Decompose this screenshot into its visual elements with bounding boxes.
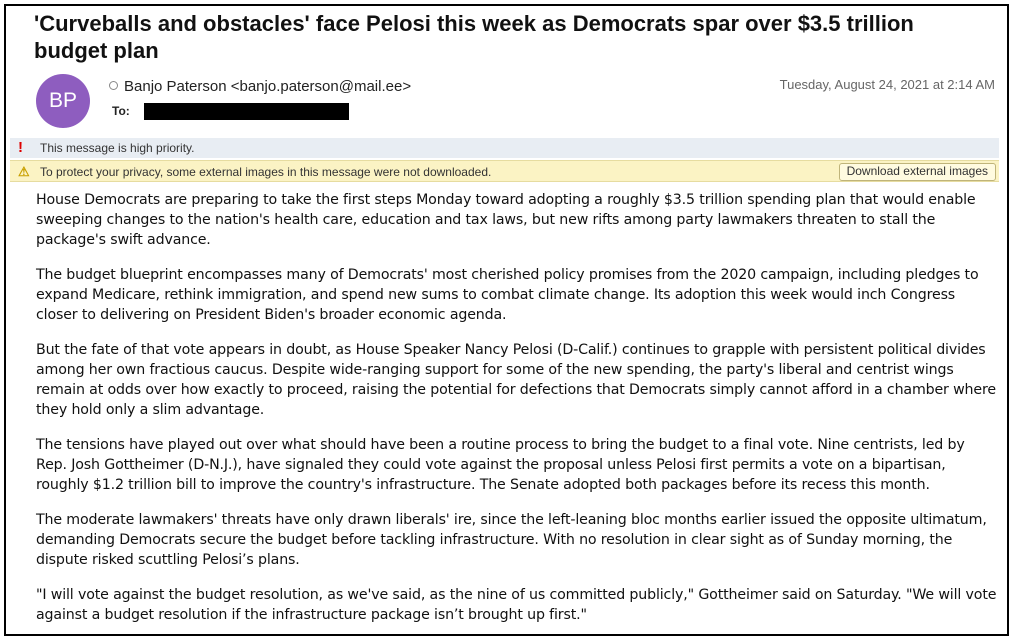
- paragraph: "I will vote against the budget resoluti…: [36, 587, 997, 623]
- paragraph: The budget blueprint encompasses many of…: [36, 267, 979, 323]
- download-images-button[interactable]: Download external images: [838, 163, 996, 181]
- avatar: BP: [36, 74, 90, 128]
- priority-text: This message is high priority.: [40, 141, 195, 155]
- email-body: House Democrats are preparing to take th…: [36, 190, 998, 634]
- email-window: 'Curveballs and obstacles' face Pelosi t…: [4, 4, 1009, 636]
- paragraph: The moderate lawmakers' threats have onl…: [36, 512, 987, 568]
- date: Tuesday, August 24, 2021 at 2:14 AM: [779, 77, 995, 92]
- privacy-text: To protect your privacy, some external i…: [40, 165, 492, 179]
- paragraph: House Democrats are preparing to take th…: [36, 192, 976, 248]
- privacy-banner: ⚠ To protect your privacy, some external …: [10, 160, 999, 182]
- priority-banner: ! This message is high priority.: [10, 138, 999, 158]
- paragraph: The tensions have played out over what s…: [36, 437, 965, 493]
- to-label: To:: [112, 104, 130, 118]
- email-subject: 'Curveballs and obstacles' face Pelosi t…: [34, 11, 914, 63]
- redacted-recipient: [144, 103, 349, 120]
- sender-line: Banjo Paterson <banjo.paterson@mail.ee>: [109, 78, 411, 95]
- sender-name: Banjo Paterson <banjo.paterson@mail.ee>: [124, 78, 412, 95]
- paragraph: But the fate of that vote appears in dou…: [36, 342, 996, 418]
